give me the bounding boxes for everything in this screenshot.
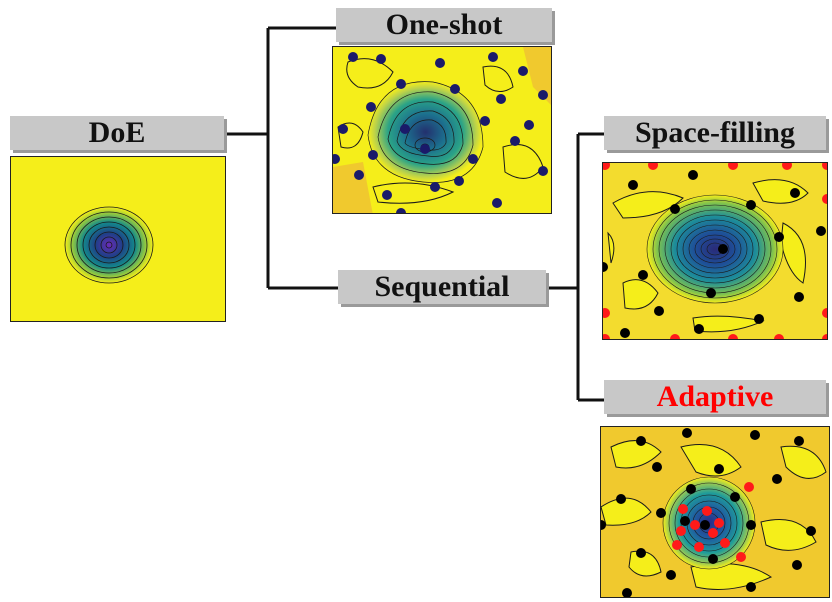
adaptive-contour-panel [600, 426, 830, 598]
one-shot-label: One-shot [336, 8, 552, 42]
contour-plot-icon [603, 163, 827, 339]
doe-contour-panel [10, 156, 226, 322]
adaptive-label: Adaptive [604, 380, 826, 414]
one-shot-contour-panel [332, 46, 552, 214]
contour-plot-icon [601, 427, 829, 597]
sequential-label: Sequential [338, 270, 546, 304]
contour-plot-icon [333, 47, 551, 213]
contour-plot-icon [11, 157, 225, 321]
doe-label: DoE [10, 116, 224, 150]
space-filling-contour-panel [602, 162, 828, 340]
space-filling-label: Space-filling [604, 116, 826, 150]
